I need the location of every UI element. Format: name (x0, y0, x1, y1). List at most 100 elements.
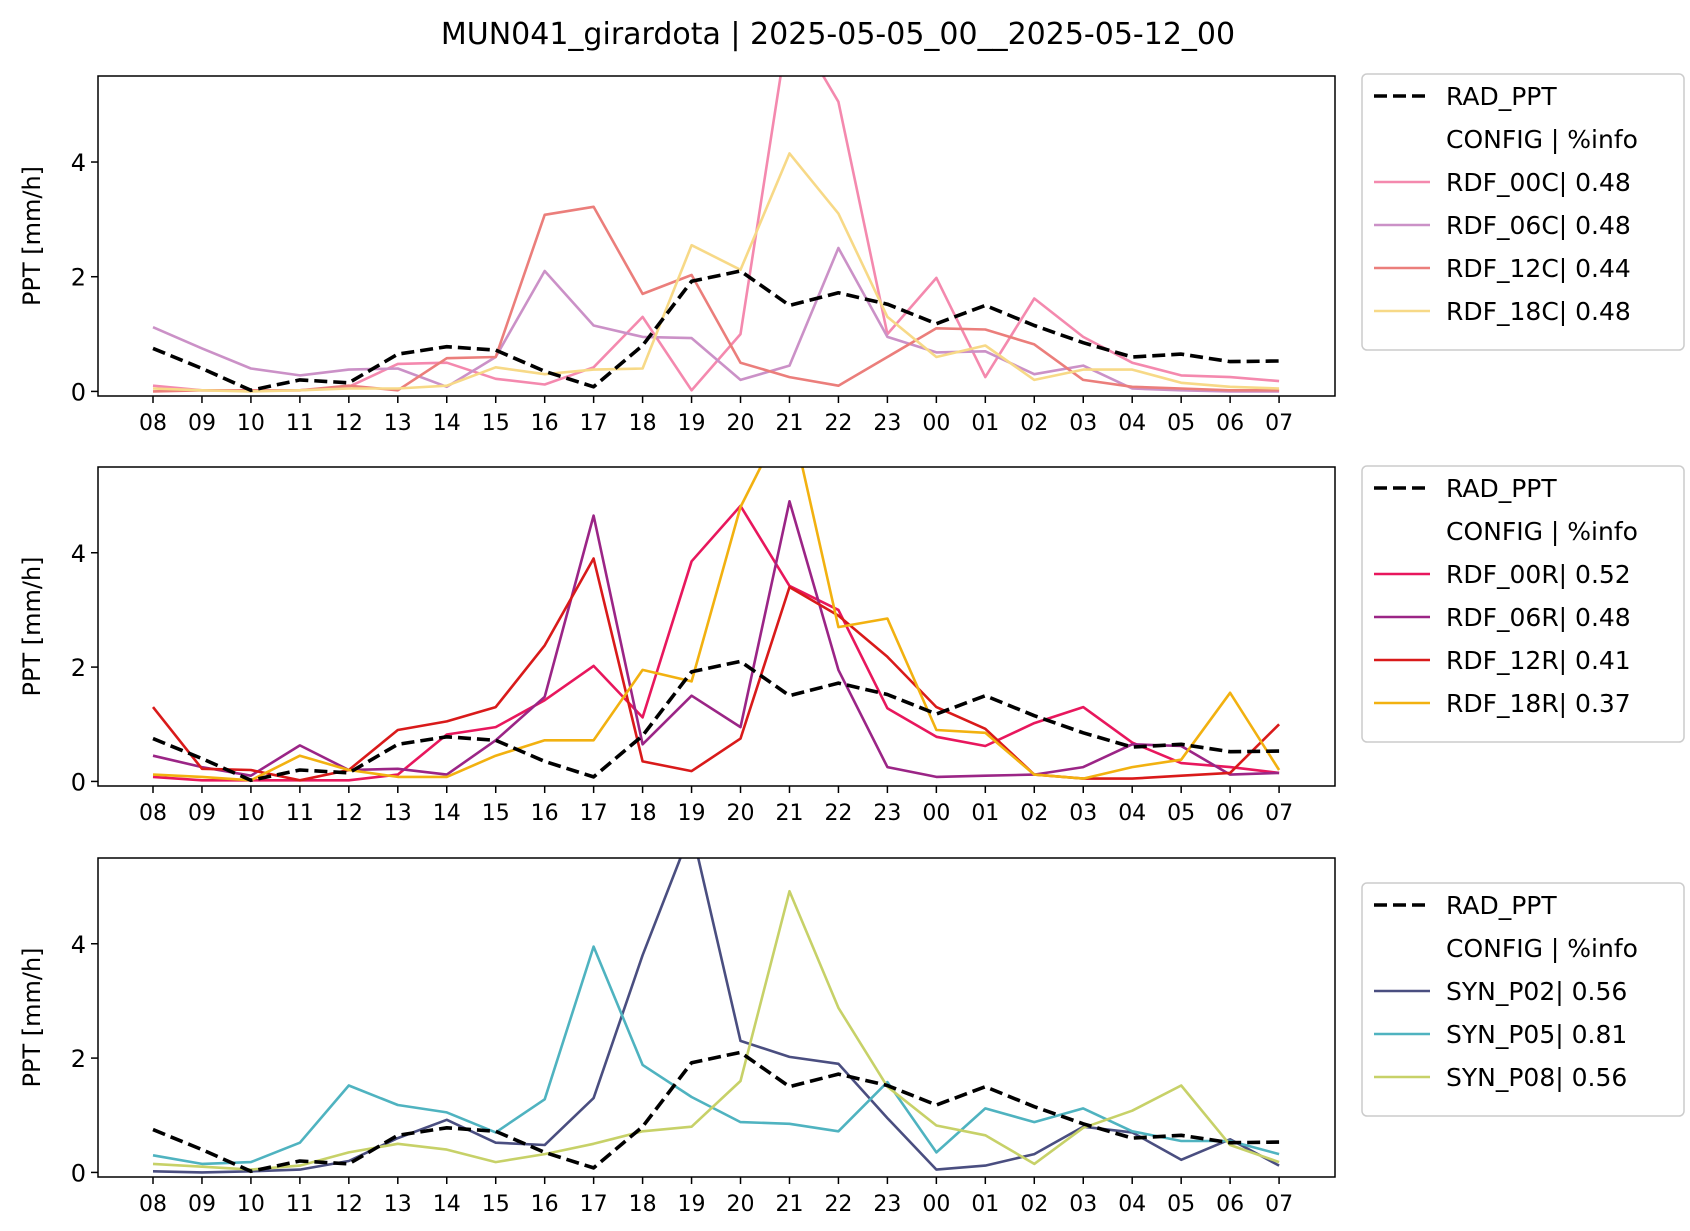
x-tick-label: 14 (433, 801, 461, 826)
x-tick-label: 03 (1069, 411, 1097, 436)
legend-label: RDF_18R| 0.37 (1446, 689, 1631, 718)
x-tick-label: 16 (531, 801, 559, 826)
series-line-rdf-18c (152, 152, 1280, 393)
legend-header: CONFIG | %info (1446, 517, 1638, 546)
legend-box (1361, 73, 1685, 351)
legend-label: SYN_P08| 0.56 (1446, 1063, 1627, 1092)
y-tick-label: 4 (71, 540, 86, 568)
plot-frame (97, 75, 1336, 397)
x-tick-label: 05 (1167, 411, 1195, 436)
x-tick-label: 03 (1069, 1192, 1097, 1217)
x-tick-label: 21 (775, 1192, 803, 1217)
x-tick-label: 13 (384, 1192, 412, 1217)
x-tick-label: 08 (139, 1192, 167, 1217)
legend-header: CONFIG | %info (1446, 125, 1638, 154)
x-tick-label: 12 (335, 411, 363, 436)
y-axis-label: PPT [mm/h] (18, 556, 46, 696)
series-line-syn-p05 (152, 945, 1280, 1166)
x-tick-label: 05 (1167, 1192, 1195, 1217)
y-tick-label: 2 (71, 264, 86, 292)
x-tick-label: 05 (1167, 801, 1195, 826)
y-tick-label: 2 (71, 654, 86, 682)
x-tick-label: 03 (1069, 801, 1097, 826)
plot-lines (151, 467, 1281, 783)
legend-label: RDF_18C| 0.48 (1446, 297, 1631, 326)
x-tick-label: 15 (482, 1192, 510, 1217)
legend-box (1361, 465, 1685, 743)
x-tick-label: 11 (286, 801, 314, 826)
x-tick-label: 04 (1118, 801, 1146, 826)
y-axis-label: PPT [mm/h] (18, 166, 46, 306)
y-axis-label: PPT [mm/h] (18, 947, 46, 1087)
x-tick-label: 19 (678, 801, 706, 826)
x-tick-label: 04 (1118, 411, 1146, 436)
x-tick-label: 22 (824, 411, 852, 436)
x-tick-label: 02 (1020, 1192, 1048, 1217)
legend-label: SYN_P05| 0.81 (1446, 1020, 1627, 1049)
x-tick-label: 00 (922, 1192, 950, 1217)
plot-frame (97, 466, 1336, 787)
x-tick-label: 16 (531, 411, 559, 436)
x-tick-label: 14 (433, 411, 461, 436)
x-tick-label: 23 (873, 411, 901, 436)
x-tick-label: 18 (629, 411, 657, 436)
x-tick-label: 00 (922, 801, 950, 826)
legend-label: RDF_12C| 0.44 (1446, 254, 1631, 283)
x-tick-label: 11 (286, 411, 314, 436)
series-line-rdf-12c (152, 205, 1280, 393)
x-tick-label: 09 (188, 801, 216, 826)
legend-box (1361, 882, 1685, 1117)
x-tick-label: 08 (139, 801, 167, 826)
plot-lines (152, 858, 1280, 1174)
x-tick-label: 23 (873, 801, 901, 826)
legend-label: SYN_P02| 0.56 (1446, 977, 1627, 1006)
x-tick-label: 18 (629, 1192, 657, 1217)
series-line-rdf-06r (152, 499, 1280, 779)
legend: RAD_PPT CONFIG | %info SYN_P02| 0.56 SYN_P0… (1361, 882, 1685, 1117)
x-tick-label: 01 (971, 1192, 999, 1217)
legend-label: RDF_00R| 0.52 (1446, 560, 1631, 589)
x-tick-label: 15 (482, 411, 510, 436)
y-tick-label: 4 (71, 931, 86, 959)
x-tick-label: 01 (971, 801, 999, 826)
x-tick-label: 17 (580, 801, 608, 826)
chart-title: MUN041_girardota | 2025-05-05_00__2025-0… (441, 17, 1235, 52)
legend-label: RDF_00C| 0.48 (1446, 168, 1631, 197)
x-tick-label: 08 (139, 411, 167, 436)
x-tick-label: 10 (237, 801, 265, 826)
x-tick-label: 15 (482, 801, 510, 826)
legend-label: RAD_PPT (1446, 82, 1557, 111)
x-tick-label: 06 (1216, 1192, 1244, 1217)
plot-frame (97, 857, 1336, 1178)
y-tick-label: 0 (71, 378, 86, 406)
x-tick-label: 04 (1118, 1192, 1146, 1217)
plot-lines (152, 76, 1280, 393)
series-line-rdf-00c (152, 76, 1280, 392)
y-tick-label: 4 (71, 149, 86, 177)
series-line-rdf-00r (152, 504, 1280, 782)
x-tick-label: 01 (971, 411, 999, 436)
x-tick-label: 23 (873, 1192, 901, 1217)
legend-label: RDF_06R| 0.48 (1446, 603, 1631, 632)
y-tick-label: 2 (71, 1045, 86, 1073)
x-tick-label: 22 (824, 1192, 852, 1217)
x-tick-label: 19 (678, 411, 706, 436)
x-tick-label: 13 (384, 801, 412, 826)
x-tick-label: 21 (775, 801, 803, 826)
x-tick-label: 18 (629, 801, 657, 826)
x-tick-label: 20 (727, 801, 755, 826)
x-tick-label: 09 (188, 411, 216, 436)
legend-label: RDF_06C| 0.48 (1446, 211, 1631, 240)
x-tick-label: 20 (727, 1192, 755, 1217)
x-tick-label: 19 (678, 1192, 706, 1217)
x-tick-label: 02 (1020, 411, 1048, 436)
x-tick-label: 22 (824, 801, 852, 826)
y-tick-label: 0 (71, 1159, 86, 1187)
legend-header: CONFIG | %info (1446, 934, 1638, 963)
x-tick-label: 11 (286, 1192, 314, 1217)
x-tick-label: 12 (335, 801, 363, 826)
